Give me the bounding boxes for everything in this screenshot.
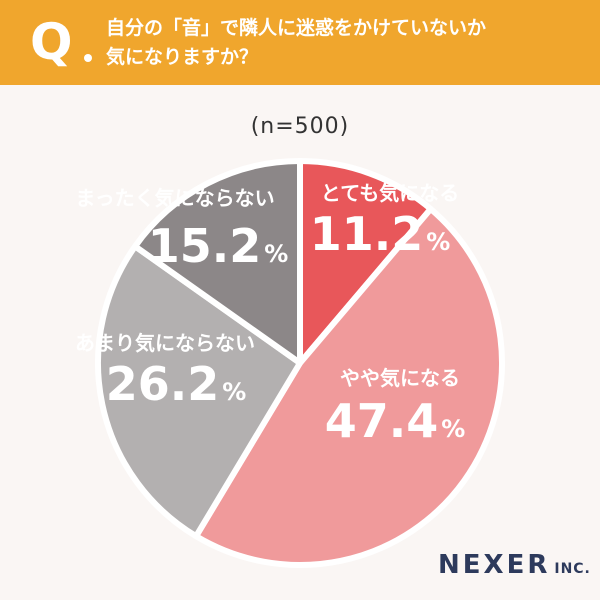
question-text: 自分の「音」で隣人に迷惑をかけていないか 気になりますか？ xyxy=(106,14,486,72)
pie-slice-2 xyxy=(95,243,303,540)
brand-suffix: INC. xyxy=(554,561,591,577)
sample-size-label: (n=500) xyxy=(250,114,350,139)
brand-name: NEXER xyxy=(438,550,551,580)
question-line-2: 気になりますか？ xyxy=(106,46,259,68)
slice-value-0: 11.2% xyxy=(310,207,451,261)
question-line-1: 自分の「音」で隣人に迷惑をかけていないか xyxy=(106,17,487,39)
pie-slice-1 xyxy=(193,205,505,568)
pie-slice-3 xyxy=(132,158,303,366)
slice-label-3: まったく気にならない xyxy=(75,186,274,210)
pie-slice-0 xyxy=(297,158,434,366)
brand-logo: NEXER INC. xyxy=(438,550,591,580)
question-banner: Q 自分の「音」で隣人に迷惑をかけていないか 気になりますか？ xyxy=(0,0,600,85)
slice-value-3: 15.2% xyxy=(148,219,289,273)
slice-label-0: とても気になる xyxy=(321,181,459,205)
slice-value-2: 26.2% xyxy=(106,357,247,411)
slice-label-2: あまり気にならない xyxy=(75,331,255,355)
slice-label-1: やや気になる xyxy=(340,366,460,390)
slice-value-1: 47.4% xyxy=(325,394,466,448)
q-mark: Q xyxy=(30,13,73,71)
q-dot-icon xyxy=(84,54,92,62)
